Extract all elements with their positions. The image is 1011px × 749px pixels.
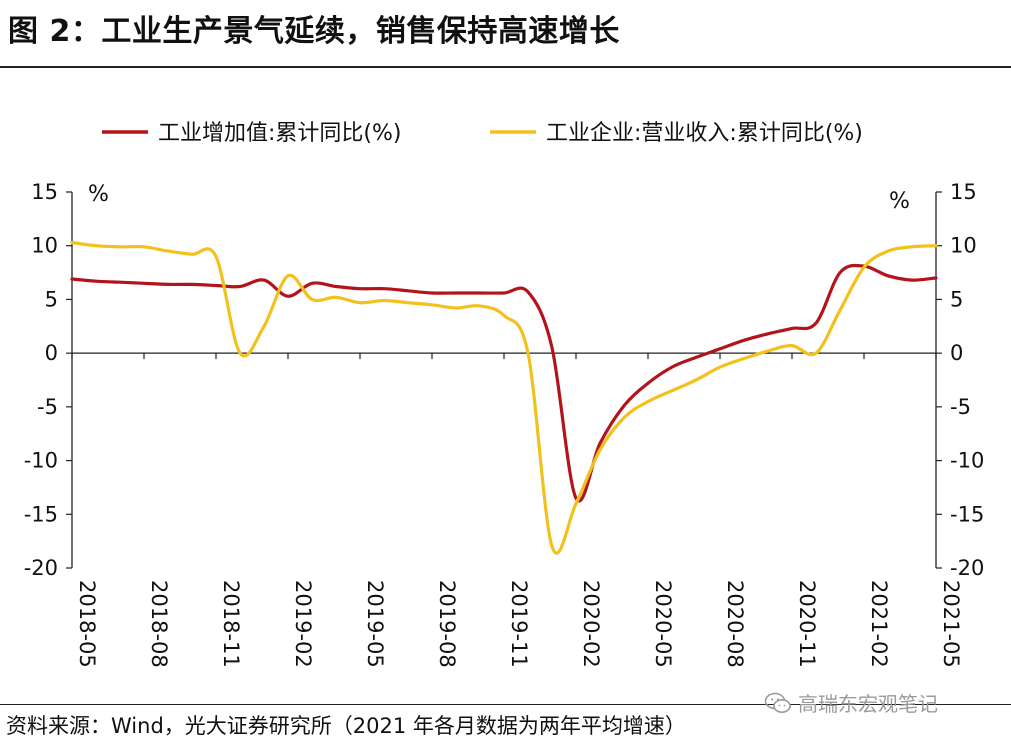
right-tick-label: 15	[950, 180, 977, 204]
left-tick-label: -10	[24, 449, 58, 473]
line-chart: 工业增加值:累计同比(%) 工业企业:营业收入:累计同比(%) 15 10 5 0 -5 -…	[24, 121, 985, 668]
x-tick-label: 2020-05	[651, 580, 675, 668]
x-tick-label: 2019-05	[363, 580, 387, 668]
axes: 15 10 5 0 -5 -10 -15 -20 15 10 5 0 -5 -10 -15 -20% % 2018…	[24, 180, 985, 668]
left-tick-label: 10	[31, 234, 58, 258]
left-tick-label: 15	[31, 180, 58, 204]
x-tick-label: 2021-02	[867, 580, 891, 668]
series-line-1	[70, 263, 938, 503]
x-tick-label: 2018-05	[75, 580, 99, 668]
x-tick-label: 2020-08	[723, 580, 747, 668]
x-tick-label: 2020-11	[795, 580, 819, 668]
left-tick-label: -5	[37, 395, 58, 419]
x-tick-label: 2018-08	[147, 580, 171, 668]
left-tick-label: 0	[45, 341, 58, 365]
right-unit-label: %	[889, 189, 910, 214]
x-tick-label: 2020-02	[579, 580, 603, 668]
right-tick-label: -20	[950, 556, 984, 580]
x-tick-label: 2018-11	[219, 580, 243, 668]
series-line-2	[70, 240, 938, 555]
left-unit-label: %	[88, 182, 109, 207]
plot-area	[70, 240, 938, 555]
chart-title: 图 2：工业生产景气延续，销售保持高速增长	[8, 14, 620, 49]
legend: 工业增加值:累计同比(%) 工业企业:营业收入:累计同比(%)	[102, 121, 863, 146]
right-tick-label: 10	[950, 234, 977, 258]
left-tick-label: -20	[24, 556, 58, 580]
left-tick-label: 5	[45, 287, 58, 311]
right-tick-label: 0	[950, 341, 963, 365]
x-tick-label: 2019-11	[507, 580, 531, 668]
source-rule	[0, 704, 1011, 705]
x-tick-label: 2019-02	[291, 580, 315, 668]
x-tick-label: 2019-08	[435, 580, 459, 668]
right-tick-label: -15	[950, 502, 984, 526]
right-tick-label: -10	[950, 449, 984, 473]
legend-label-2: 工业企业:营业收入:累计同比(%)	[546, 121, 863, 146]
watermark: 高瑞东宏观笔记	[764, 688, 938, 717]
legend-label-1: 工业增加值:累计同比(%)	[158, 121, 401, 146]
left-tick-label: -15	[24, 502, 58, 526]
right-tick-label: 5	[950, 287, 963, 311]
wechat-icon	[764, 692, 791, 713]
watermark-label: 高瑞东宏观笔记	[798, 692, 938, 716]
source-note: 资料来源：Wind，光大证券研究所（2021 年各月数据为两年平均增速）	[6, 714, 686, 738]
title-rule	[0, 66, 1011, 68]
x-tick-label: 2021-05	[939, 580, 963, 668]
right-tick-label: -5	[950, 395, 971, 419]
